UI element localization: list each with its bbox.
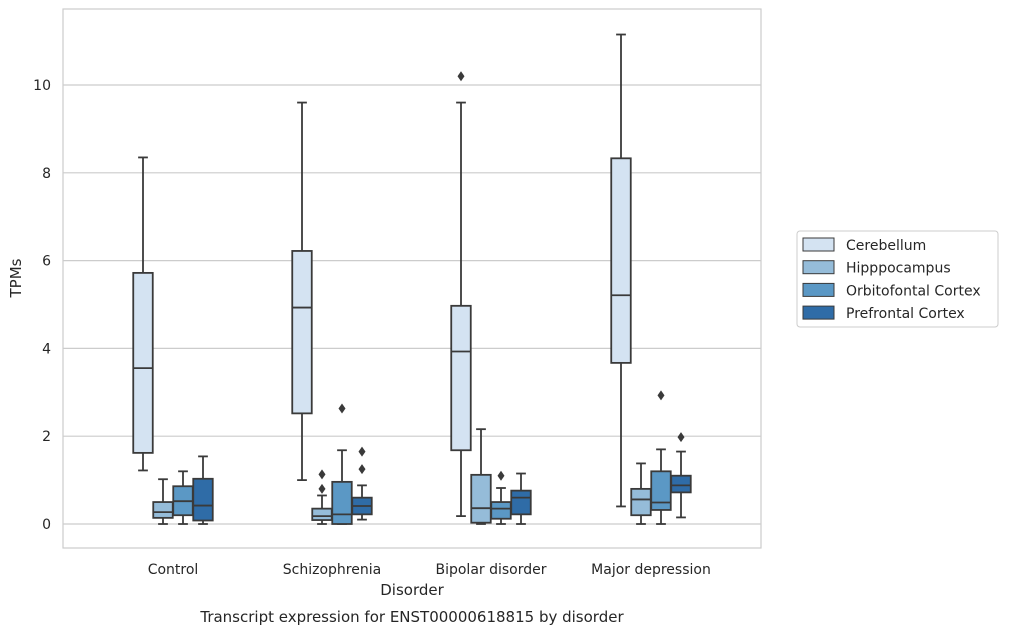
box-iqr bbox=[192, 477, 214, 522]
box-orbitofontal-cortex bbox=[331, 403, 353, 525]
legend-label: Orbitofontal Cortex bbox=[846, 283, 981, 299]
box-cerebellum bbox=[610, 33, 632, 508]
outlier-point bbox=[318, 483, 326, 494]
legend-swatch bbox=[802, 305, 835, 320]
legend-frame bbox=[796, 230, 999, 328]
box-prefrontal-cortex bbox=[670, 432, 692, 519]
box-hipppocampus bbox=[470, 428, 492, 525]
box-iqr bbox=[490, 501, 512, 520]
box-iqr bbox=[610, 157, 632, 364]
x-tick-label: Control bbox=[148, 562, 199, 578]
outlier-point bbox=[338, 403, 346, 414]
box-cerebellum bbox=[450, 71, 472, 517]
legend-swatch bbox=[802, 237, 835, 252]
box-iqr bbox=[311, 507, 333, 521]
x-tick-labels: Control Schizophrenia Bipolar disorder Majo… bbox=[148, 562, 711, 578]
box-cerebellum bbox=[291, 101, 313, 482]
box-prefrontal-cortex bbox=[351, 446, 373, 521]
x-axis-title: Disorder bbox=[380, 581, 444, 599]
legend-label: Prefrontal Cortex bbox=[846, 306, 965, 322]
box-iqr bbox=[152, 501, 174, 519]
outlier-point bbox=[677, 432, 685, 443]
box-orbitofontal-cortex bbox=[172, 470, 194, 525]
outlier-point bbox=[358, 446, 366, 457]
boxes bbox=[132, 33, 692, 525]
x-tick-label: Bipolar disorder bbox=[435, 562, 546, 578]
box-iqr bbox=[132, 271, 154, 454]
legend-swatch bbox=[802, 282, 835, 297]
box-iqr bbox=[331, 480, 353, 525]
x-tick-label: Schizophrenia bbox=[283, 562, 381, 578]
y-tick-label: 10 bbox=[33, 78, 51, 94]
outlier-point bbox=[318, 469, 326, 480]
gridlines bbox=[63, 84, 761, 525]
x-tick-label: Major depression bbox=[591, 562, 711, 578]
y-tick-label: 4 bbox=[42, 341, 51, 357]
outlier-point bbox=[358, 464, 366, 475]
y-tick-label: 0 bbox=[42, 517, 51, 533]
box-hipppocampus bbox=[630, 462, 652, 525]
legend-label: Hipppocampus bbox=[846, 261, 951, 277]
legend-label: Cerebellum bbox=[846, 238, 926, 254]
legend: Cerebellum Hipppocampus Orbitofontal Corte… bbox=[796, 230, 999, 328]
box-orbitofontal-cortex bbox=[650, 390, 672, 525]
box-prefrontal-cortex bbox=[192, 455, 214, 525]
box-prefrontal-cortex bbox=[510, 472, 532, 525]
box-hipppocampus bbox=[311, 469, 333, 525]
box-cerebellum bbox=[132, 156, 154, 472]
outlier-point bbox=[657, 390, 665, 401]
outlier-point bbox=[497, 470, 505, 481]
y-tick-labels: 0 2 4 6 8 10 bbox=[33, 78, 51, 533]
chart-title: Transcript expression for ENST0000061881… bbox=[199, 608, 624, 626]
y-tick-label: 8 bbox=[42, 166, 51, 182]
y-tick-label: 6 bbox=[42, 254, 51, 270]
box-iqr bbox=[670, 474, 692, 494]
outlier-point bbox=[457, 71, 465, 82]
box-hipppocampus bbox=[152, 478, 174, 525]
box-iqr bbox=[470, 473, 492, 524]
y-axis-title: TPMs bbox=[7, 258, 25, 298]
plot-area-frame bbox=[62, 8, 762, 549]
box-iqr bbox=[630, 487, 652, 517]
box-iqr bbox=[291, 250, 313, 415]
box-iqr bbox=[450, 304, 472, 452]
y-tick-label: 2 bbox=[42, 429, 51, 445]
box-iqr bbox=[510, 489, 532, 516]
box-orbitofontal-cortex bbox=[490, 470, 512, 525]
legend-swatch bbox=[802, 260, 835, 275]
box-iqr bbox=[650, 470, 672, 511]
